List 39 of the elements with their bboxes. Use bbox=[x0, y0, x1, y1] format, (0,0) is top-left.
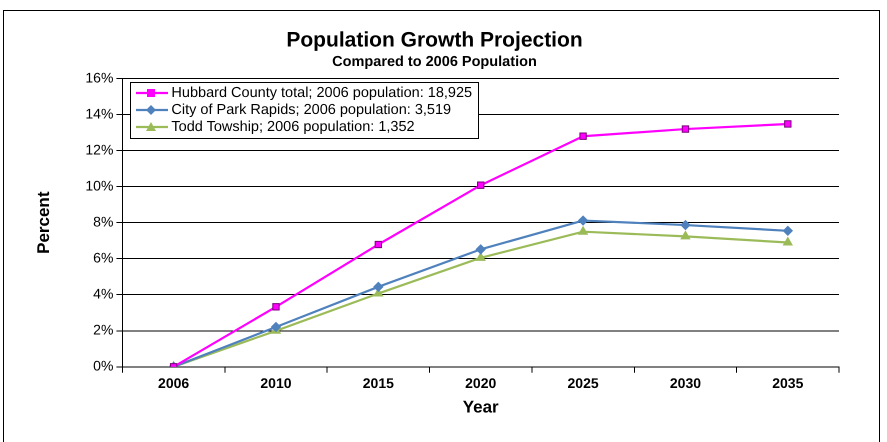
point bbox=[578, 216, 588, 226]
x-tick-label: 2006 bbox=[158, 375, 190, 392]
x-tick-label: 2030 bbox=[670, 375, 702, 392]
legend-label: City of Park Rapids; 2006 population: 3,519 bbox=[171, 102, 452, 119]
legend-label: Todd Towship; 2006 population: 1,352 bbox=[171, 118, 415, 136]
point bbox=[578, 226, 588, 235]
chart-subtitle: Compared to 2006 Population bbox=[332, 54, 537, 70]
point bbox=[782, 237, 793, 246]
x-tick-label: 2015 bbox=[362, 375, 394, 392]
y-tick-label: 12% bbox=[85, 142, 114, 158]
x-tick-label: 2010 bbox=[260, 375, 292, 392]
point bbox=[579, 132, 587, 140]
y-tick-label: 8% bbox=[93, 214, 114, 230]
point bbox=[374, 240, 382, 248]
y-tick-label: 6% bbox=[93, 250, 114, 266]
x-axis-title: Year bbox=[462, 397, 500, 416]
y-tick-label: 16% bbox=[85, 69, 114, 86]
point bbox=[476, 252, 486, 261]
point bbox=[476, 244, 486, 254]
point bbox=[680, 230, 690, 240]
point bbox=[373, 282, 384, 292]
y-axis-title: Percent bbox=[34, 191, 53, 254]
point bbox=[682, 125, 690, 133]
chart-title: Population Growth Projection bbox=[286, 28, 583, 52]
point bbox=[270, 322, 281, 332]
point bbox=[477, 182, 484, 189]
point bbox=[680, 220, 690, 230]
x-tick-label: 2035 bbox=[772, 375, 804, 392]
legend-label: Hubbard County total; 2006 population: 18,925 bbox=[171, 84, 472, 102]
y-tick-label: 2% bbox=[93, 322, 114, 338]
y-tick-label: 4% bbox=[93, 286, 114, 302]
x-tick-label: 2020 bbox=[465, 375, 496, 392]
point bbox=[272, 303, 280, 310]
y-tick-label: 14% bbox=[85, 105, 114, 122]
point bbox=[784, 120, 792, 128]
x-tick-label: 2025 bbox=[568, 375, 599, 392]
y-tick-label: 10% bbox=[85, 178, 114, 194]
point bbox=[782, 226, 793, 236]
y-tick-label: 0% bbox=[93, 358, 114, 374]
